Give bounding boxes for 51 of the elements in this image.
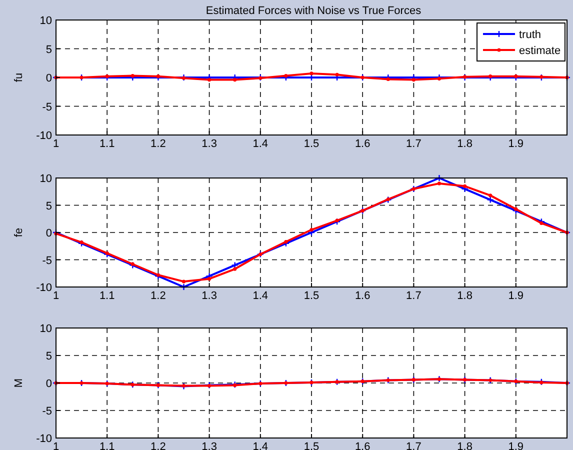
y-tick-label: 5 [46,44,52,56]
y-tick-label: -10 [36,282,52,294]
x-tick-label: 1.6 [354,138,370,150]
x-tick-label: 1.3 [202,441,217,450]
y-tick-label: 10 [40,323,52,335]
y-tick-label: -10 [36,433,52,445]
x-tick-label: 1.1 [99,290,115,302]
y-axis-title: M [13,378,25,388]
x-tick-label: 1.9 [508,290,524,302]
x-tick-label: 1.6 [354,290,370,302]
y-tick-label: 0 [46,378,52,390]
x-tick-label: 1.7 [406,290,422,302]
y-tick-label: 5 [46,200,52,212]
x-tick-label: 1.8 [457,290,472,302]
y-tick-label: 10 [40,173,52,185]
x-tick-label: 1.4 [252,441,268,450]
legend-label: truth [519,29,542,41]
x-tick-label: 1.4 [252,138,268,150]
x-tick-label: 1.6 [354,441,370,450]
x-tick-label: 1.9 [508,138,524,150]
y-tick-label: -5 [42,406,52,418]
y-tick-label: 10 [40,15,52,27]
x-tick-label: 1.5 [304,441,320,450]
x-tick-label: 1.9 [508,441,524,450]
y-tick-label: 0 [46,72,52,84]
x-tick-label: 1.2 [150,290,166,302]
x-tick-label: 1.7 [406,138,422,150]
x-tick-label: 1.1 [99,441,115,450]
x-tick-label: 1.2 [150,138,166,150]
y-tick-label: -5 [42,254,52,267]
legend-label: estimate [519,45,561,57]
x-tick-label: 1.5 [304,290,320,302]
x-tick-label: 1.3 [202,138,217,150]
x-tick-label: 1.1 [99,138,115,150]
y-tick-label: -5 [42,101,52,114]
x-tick-label: 1.4 [252,290,268,302]
x-tick-label: 1 [52,441,60,450]
x-tick-label: 1.7 [406,441,422,450]
x-tick-label: 1.8 [457,441,472,450]
x-tick-label: 1.8 [457,138,472,150]
x-tick-label: 1 [52,290,60,302]
x-tick-label: 1 [52,138,60,150]
x-tick-label: 1.5 [304,138,320,150]
y-tick-label: 5 [46,350,52,362]
chart-title: Estimated Forces with Noise vs True Forces [206,5,422,17]
y-tick-label: -10 [36,130,52,142]
x-tick-label: 1.3 [202,290,217,302]
x-tick-label: 1.2 [150,441,166,450]
y-tick-label: 0 [46,228,52,240]
y-axis-title: fe [13,228,25,238]
y-axis-title: fu [13,72,25,82]
